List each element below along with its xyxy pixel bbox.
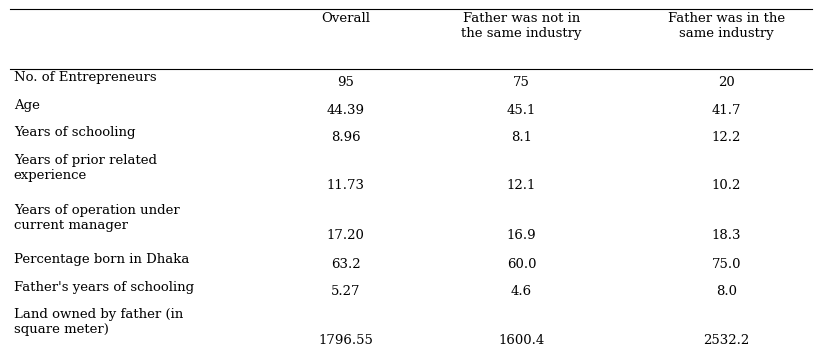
Text: 2532.2: 2532.2 [704,334,750,344]
Text: Age: Age [14,99,39,112]
Text: 8.96: 8.96 [330,131,360,144]
Text: Father's years of schooling: Father's years of schooling [14,281,194,294]
Text: 18.3: 18.3 [712,229,741,242]
Text: 75: 75 [513,76,530,89]
Text: Percentage born in Dhaka: Percentage born in Dhaka [14,253,189,266]
Text: 10.2: 10.2 [712,179,741,192]
Text: 17.20: 17.20 [326,229,364,242]
Text: 41.7: 41.7 [712,104,741,117]
Text: 1600.4: 1600.4 [498,334,545,344]
Text: 63.2: 63.2 [330,258,360,271]
Text: Father was not in
the same industry: Father was not in the same industry [461,12,582,40]
Text: Land owned by father (in
square meter): Land owned by father (in square meter) [14,308,183,336]
Text: 5.27: 5.27 [330,286,360,298]
Text: 45.1: 45.1 [507,104,536,117]
Text: 20: 20 [718,76,735,89]
Text: Years of schooling: Years of schooling [14,127,135,139]
Text: 95: 95 [337,76,354,89]
Text: 75.0: 75.0 [712,258,741,271]
Text: 16.9: 16.9 [507,229,537,242]
Text: Years of operation under
current manager: Years of operation under current manager [14,204,179,232]
Text: 44.39: 44.39 [326,104,364,117]
Text: No. of Entrepreneurs: No. of Entrepreneurs [14,71,156,84]
Text: 4.6: 4.6 [511,286,532,298]
Text: 11.73: 11.73 [326,179,364,192]
Text: 1796.55: 1796.55 [318,334,373,344]
Text: 8.1: 8.1 [511,131,532,144]
Text: Years of prior related
experience: Years of prior related experience [14,154,157,182]
Text: 12.1: 12.1 [507,179,536,192]
Text: Overall: Overall [321,12,370,25]
Text: 8.0: 8.0 [716,286,737,298]
Text: 12.2: 12.2 [712,131,741,144]
Text: 60.0: 60.0 [507,258,536,271]
Text: Father was in the
same industry: Father was in the same industry [667,12,785,40]
